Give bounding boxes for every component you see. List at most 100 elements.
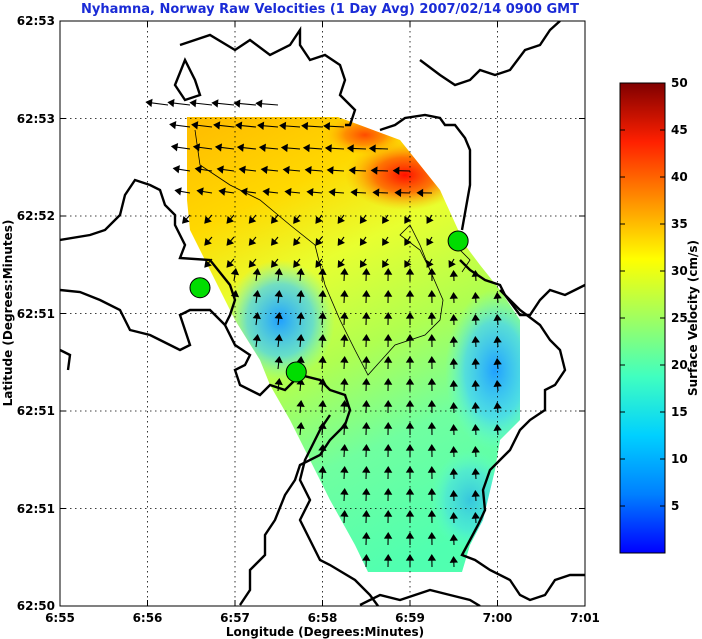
velocity-vector-head [471, 291, 480, 299]
velocity-vector-head [471, 511, 480, 519]
velocity-vector-head [405, 289, 415, 297]
velocity-vectors [145, 98, 502, 568]
velocity-vector-head [405, 377, 415, 385]
velocity-vector-head [304, 165, 312, 175]
velocity-vector-head [194, 165, 202, 174]
velocity-vector-head [449, 313, 458, 321]
velocity-vector-head [449, 379, 458, 387]
velocity-vector-head [426, 215, 434, 224]
velocity-vector-head [196, 187, 204, 196]
velocity-vector-head [359, 215, 368, 224]
velocity-vector-head [404, 237, 412, 246]
velocity-vector-head [174, 187, 182, 196]
velocity-vector-head [340, 443, 349, 451]
stations [189, 230, 469, 383]
velocity-vector-head [405, 553, 415, 561]
velocity-vector-head [471, 467, 480, 475]
x-tick-label: 7:00 [483, 611, 513, 625]
velocity-vector-head [383, 443, 393, 451]
velocity-vector-head [296, 267, 305, 276]
velocity-vector-head [383, 377, 393, 385]
velocity-vector-head [350, 188, 358, 197]
velocity-vector-head [318, 443, 327, 451]
velocity-vector-head [296, 399, 305, 408]
velocity-vector-head [383, 487, 393, 495]
velocity-vector-head [340, 355, 349, 363]
velocity-vector-head [337, 259, 345, 268]
velocity-vector-head [449, 335, 458, 343]
velocity-vector-head [427, 355, 437, 363]
velocity-vector-head [383, 553, 393, 561]
y-tick-labels: 62:53 62:53 62:52 62:51 62:51 62:51 62:5… [17, 14, 55, 613]
y-tick-label: 62:52 [17, 209, 55, 223]
velocity-vector-head [274, 333, 283, 342]
velocity-vector-head [252, 311, 261, 320]
velocity-vector-head [337, 237, 345, 246]
velocity-vector-head [340, 333, 349, 341]
velocity-vector-head [270, 259, 279, 268]
velocity-vector-head [248, 259, 257, 268]
velocity-vector-head [318, 421, 327, 429]
velocity-vector-head [405, 311, 415, 319]
velocity-vector-head [218, 187, 226, 196]
velocity-vector-head [274, 311, 283, 320]
colorbar-tick-label: 35 [671, 217, 688, 231]
chart-title: Nyhamna, Norway Raw Velocities (1 Day Av… [81, 2, 579, 17]
velocity-vector-head [260, 165, 268, 175]
velocity-vector-head [383, 421, 393, 429]
velocity-vector-head [340, 421, 349, 429]
velocity-vector-head [449, 269, 458, 277]
velocity-vector-head [471, 313, 480, 321]
velocity-vector-head [359, 237, 368, 246]
velocity-vector-head [404, 215, 412, 224]
velocity-vector-head [362, 355, 371, 363]
velocity-vector-head [318, 399, 327, 407]
velocity-vector-head [252, 289, 261, 298]
velocity-vector-head [394, 188, 402, 197]
velocity-vector-head [493, 357, 502, 366]
velocity-vector-head [296, 421, 305, 430]
velocity-vector-head [362, 311, 371, 319]
velocity-vector-head [315, 237, 323, 246]
velocity-vector-head [427, 311, 437, 319]
velocity-vector-head [405, 531, 415, 539]
velocity-vector-head [348, 166, 356, 175]
velocity-vector-head [326, 166, 334, 175]
velocity-vector-head [270, 215, 279, 224]
velocity-vector-head [252, 267, 261, 276]
velocity-vector-head [170, 143, 179, 152]
velocity-vector-head [392, 166, 400, 175]
velocity-vector-head [318, 355, 327, 363]
velocity-vector-head [471, 423, 480, 431]
x-tick-label: 6:59 [395, 611, 425, 625]
velocity-vector-head [301, 121, 309, 131]
colorbar-tick-label: 40 [671, 170, 688, 184]
velocity-vector-head [340, 509, 349, 517]
tick-marks [59, 20, 586, 607]
velocity-vector-head [405, 443, 415, 451]
x-tick-label: 6:55 [45, 611, 75, 625]
velocity-vector-head [252, 333, 261, 342]
y-tick-label: 62:50 [17, 599, 55, 613]
velocity-vector-head [370, 166, 378, 175]
velocity-vector-head [236, 143, 245, 152]
velocity-vector-head [315, 215, 323, 224]
velocity-vector-head [238, 165, 246, 174]
velocity-vector-head [449, 489, 458, 497]
velocity-vector-head [426, 259, 434, 268]
velocity-vector-head [405, 421, 415, 429]
velocity-vector-head [427, 465, 437, 473]
y-tick-label: 62:53 [17, 112, 55, 126]
velocity-vector-head [427, 421, 437, 429]
velocity-vector-head [362, 531, 371, 539]
velocity-vector-head [427, 267, 437, 275]
velocity-vector-head [274, 267, 283, 276]
velocity-vector-head [318, 289, 327, 297]
velocity-vector-head [405, 487, 415, 495]
velocity-vector-head [279, 121, 287, 131]
velocity-vector-head [226, 237, 235, 246]
colorbar-tick-label: 10 [671, 452, 688, 466]
velocity-vector-head [383, 311, 393, 319]
velocity-vector-head [493, 335, 502, 344]
velocity-vector-head [362, 289, 371, 297]
